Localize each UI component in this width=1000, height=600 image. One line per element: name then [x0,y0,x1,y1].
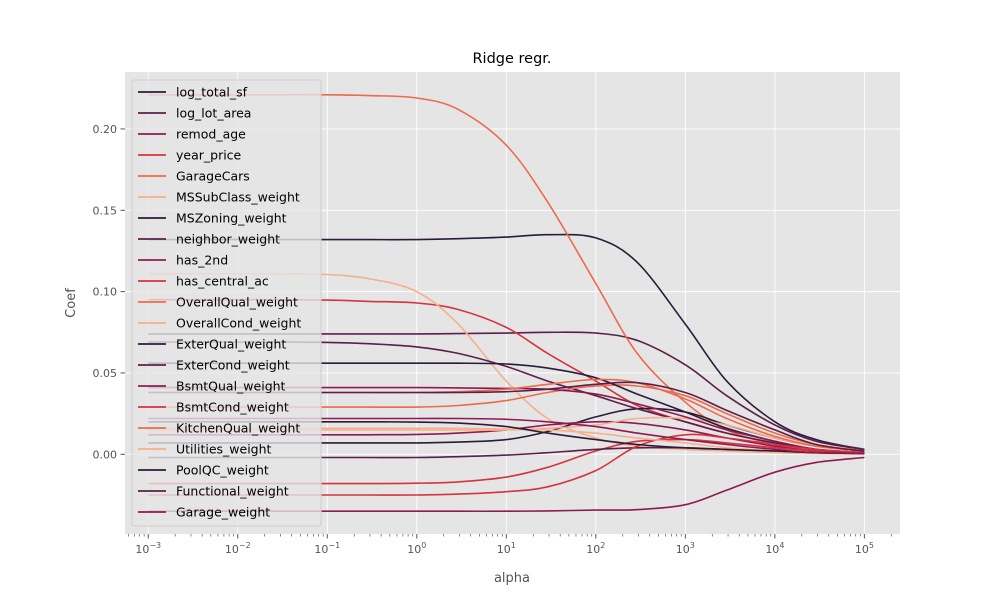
x-tick-label: 104 [765,541,784,556]
legend-label: remod_age [176,127,246,142]
x-axis-label: alpha [494,571,530,586]
x-axis-ticks: 10−3 10−2 10−1 100 101 102 103 104 105 [128,534,892,556]
legend-label: OverallQual_weight [176,295,298,310]
legend-label: KitchenQual_weight [176,421,300,436]
legend-label: has_central_ac [176,274,269,289]
legend-label: log_total_sf [176,85,248,100]
legend-label: ExterCond_weight [176,358,290,373]
legend-label: Utilities_weight [176,442,272,457]
y-tick-label: 0.10 [93,286,118,299]
legend-label: Garage_weight [176,505,270,520]
y-tick-label: 0.15 [93,204,118,217]
y-axis-label: Coef [64,288,79,318]
legend-label: BsmtCond_weight [176,400,289,415]
x-tick-label: 10−3 [135,541,161,556]
x-tick-label: 103 [676,541,695,556]
y-axis-ticks: 0.00 0.05 0.10 0.15 0.20 [93,123,125,461]
legend-label: MSZoning_weight [176,211,287,226]
x-tick-label: 101 [497,541,516,556]
legend-label: log_lot_area [176,106,251,121]
legend: log_total_sf log_lot_area remod_age year_pr… [131,79,322,527]
x-tick-label: 10−1 [314,541,340,556]
legend-label: PoolQC_weight [176,463,269,478]
legend-label: OverallCond_weight [176,316,301,331]
x-tick-label: 102 [586,541,605,556]
legend-label: Functional_weight [176,484,289,499]
legend-label: ExterQual_weight [176,337,286,352]
x-tick-label: 100 [407,541,426,556]
y-tick-label: 0.20 [93,123,118,136]
legend-label: GarageCars [176,169,250,184]
y-tick-label: 0.05 [93,367,118,380]
x-tick-label: 105 [855,541,874,556]
y-tick-label: 0.00 [93,448,118,461]
legend-label: has_2nd [176,253,228,268]
legend-label: year_price [176,148,242,163]
legend-frame [131,79,322,527]
chart-title: Ridge regr. [472,51,551,67]
legend-label: MSSubClass_weight [176,190,300,205]
x-tick-label: 10−2 [225,541,251,556]
legend-label: neighbor_weight [176,232,280,247]
legend-label: BsmtQual_weight [176,379,286,394]
